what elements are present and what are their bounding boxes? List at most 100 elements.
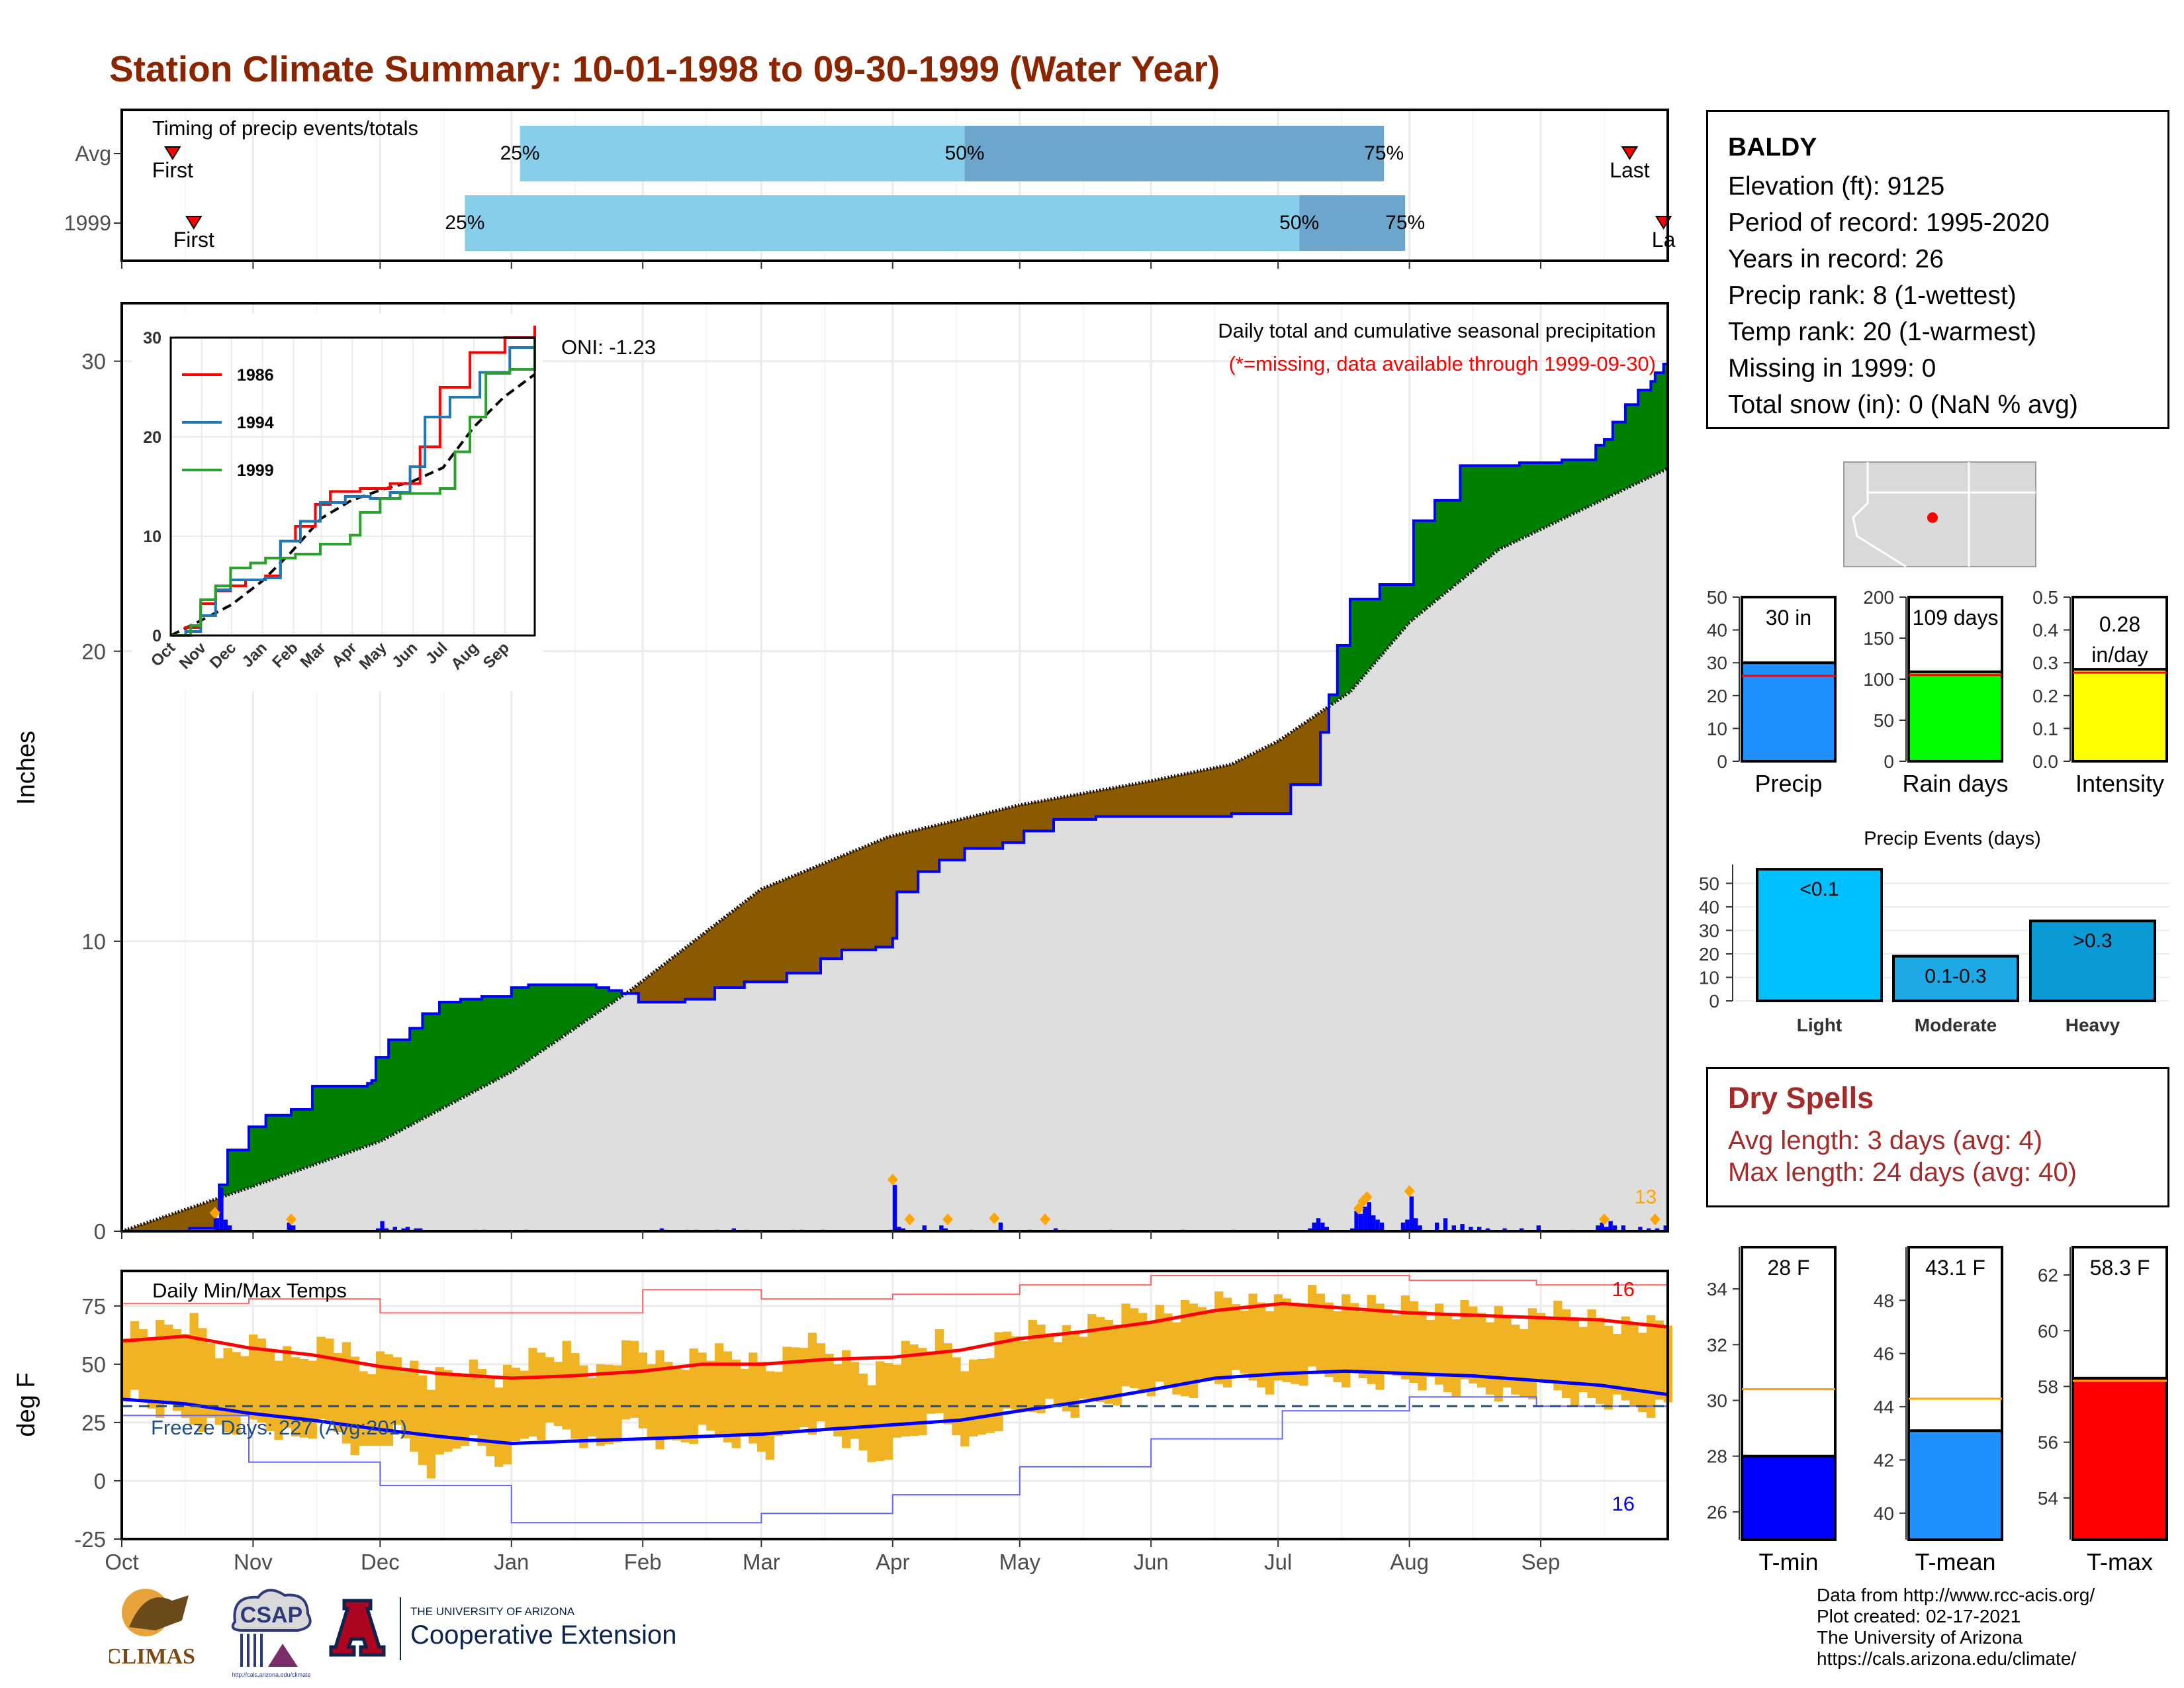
daily-temp-range-bar bbox=[1163, 1313, 1173, 1388]
daily-precip-bar bbox=[380, 1221, 385, 1231]
month-tick-label: Dec bbox=[361, 1550, 400, 1574]
station-snow: Total snow (in): 0 (NaN % avg) bbox=[1728, 391, 2078, 419]
daily-temp-range-bar bbox=[892, 1364, 902, 1438]
daily-temp-range-bar bbox=[392, 1357, 402, 1425]
events-y-tick-label: 50 bbox=[1699, 873, 1719, 894]
daily-temp-range-bar bbox=[461, 1376, 470, 1446]
below-average-fill bbox=[816, 865, 821, 974]
annual-y-tick-label: 40 bbox=[1707, 620, 1727, 641]
below-average-fill bbox=[1308, 719, 1312, 785]
below-average-fill bbox=[994, 810, 999, 849]
below-average-fill bbox=[1062, 796, 1067, 820]
above-average-fill bbox=[1426, 520, 1432, 607]
above-average-fill bbox=[392, 1039, 398, 1134]
above-average-fill bbox=[1612, 422, 1617, 494]
daily-precip-bar bbox=[1400, 1222, 1406, 1231]
daily-temp-range-bar bbox=[486, 1378, 495, 1456]
above-average-fill bbox=[355, 1086, 359, 1150]
above-average-fill bbox=[545, 984, 550, 1047]
above-average-fill bbox=[469, 999, 474, 1094]
below-average-fill bbox=[1104, 789, 1109, 817]
daily-temp-range-bar bbox=[1223, 1297, 1232, 1388]
daily-precip-bar bbox=[1375, 1219, 1380, 1231]
below-average-fill bbox=[1091, 791, 1097, 820]
daily-temp-range-bar bbox=[172, 1329, 182, 1411]
csap-logo-text: CSAP bbox=[240, 1603, 302, 1628]
above-average-fill bbox=[1494, 465, 1499, 552]
below-average-fill bbox=[1236, 761, 1241, 814]
daily-temp-range-bar bbox=[858, 1373, 868, 1451]
daily-temp-range-bar bbox=[825, 1354, 834, 1429]
event-bar-moderate bbox=[1892, 955, 2019, 1002]
above-average-fill bbox=[405, 1039, 410, 1127]
below-average-fill bbox=[897, 834, 902, 892]
daily-temp-range-bar bbox=[1342, 1294, 1351, 1388]
daily-temp-range-bar bbox=[164, 1325, 173, 1404]
daily-temp-range-bar bbox=[934, 1329, 944, 1413]
above-average-fill bbox=[244, 1150, 250, 1189]
daily-temp-range-bar bbox=[977, 1358, 987, 1435]
inset-y-tick-label: 20 bbox=[143, 428, 161, 447]
above-average-fill bbox=[1367, 598, 1372, 670]
below-average-fill bbox=[807, 868, 813, 974]
daily-precip-bar bbox=[1604, 1227, 1609, 1231]
first-event-label: First bbox=[152, 158, 193, 182]
events-y-tick-label: 30 bbox=[1699, 920, 1719, 941]
timing-bar-q50-q75 bbox=[964, 126, 1385, 181]
daily-temp-range-bar bbox=[927, 1351, 936, 1414]
daily-precip-bar bbox=[1443, 1218, 1448, 1231]
daily-temp-range-bar bbox=[1367, 1295, 1376, 1384]
above-average-fill bbox=[1600, 445, 1605, 500]
daily-precip-bar bbox=[1600, 1222, 1604, 1231]
daily-temp-range-bar bbox=[1443, 1313, 1453, 1393]
daily-temp-range-bar bbox=[181, 1334, 190, 1418]
daily-precip-bar bbox=[1502, 1228, 1507, 1231]
above-average-fill bbox=[308, 1109, 313, 1166]
above-average-fill bbox=[270, 1115, 275, 1180]
daily-temp-range-bar bbox=[842, 1350, 851, 1448]
below-average-fill bbox=[927, 827, 931, 872]
below-average-fill bbox=[825, 862, 830, 959]
below-average-fill bbox=[1189, 773, 1194, 817]
daily-precip-bar bbox=[291, 1225, 296, 1231]
below-average-fill bbox=[765, 886, 770, 982]
below-average-fill bbox=[1142, 782, 1148, 817]
above-average-fill bbox=[1430, 520, 1435, 604]
events-y-tick-label: 20 bbox=[1699, 944, 1719, 964]
above-average-fill bbox=[1400, 584, 1406, 630]
above-average-fill bbox=[1363, 598, 1368, 675]
daily-temp-range-bar bbox=[1578, 1327, 1588, 1393]
precip-y-axis-label: Inches bbox=[13, 731, 40, 805]
daily-precip-bar bbox=[376, 1228, 381, 1231]
daily-precip-bar bbox=[1371, 1215, 1376, 1231]
above-average-fill bbox=[1621, 422, 1626, 490]
above-average-fill bbox=[388, 1039, 394, 1136]
temps-panel-frame bbox=[120, 1270, 1669, 1540]
annual-y-tick-label: 0.5 bbox=[2032, 587, 2058, 608]
below-average-fill bbox=[952, 821, 957, 861]
below-average-fill bbox=[664, 962, 669, 1002]
above-average-fill bbox=[1638, 390, 1643, 482]
above-average-fill bbox=[1625, 404, 1630, 488]
annual-y-tick-label: 10 bbox=[1707, 718, 1727, 739]
above-average-fill bbox=[1447, 500, 1453, 590]
month-tick-label: Feb bbox=[624, 1550, 662, 1574]
daily-temp-range-bar bbox=[579, 1365, 588, 1448]
above-average-fill bbox=[1541, 462, 1545, 529]
events-chart-title: Precip Events (days) bbox=[1864, 828, 2041, 849]
daily-temp-range-bar bbox=[1375, 1303, 1385, 1390]
daily-precip-bar bbox=[922, 1225, 927, 1231]
daily-temp-range-bar bbox=[969, 1359, 978, 1437]
temp-y-tick-label: 0 bbox=[94, 1469, 106, 1493]
daily-temp-range-bar bbox=[122, 1338, 131, 1402]
daily-temp-range-bar bbox=[410, 1360, 419, 1452]
daily-temp-range-bar bbox=[807, 1333, 817, 1435]
daily-precip-bar bbox=[214, 1218, 220, 1231]
above-average-fill bbox=[418, 1028, 423, 1120]
daily-precip-bar bbox=[219, 1188, 224, 1231]
daily-temp-range-bar bbox=[1655, 1320, 1664, 1400]
timing-pct-label: 50% bbox=[945, 142, 985, 164]
daily-precip-bar bbox=[1469, 1227, 1473, 1231]
above-average-fill bbox=[520, 987, 525, 1065]
above-average-fill bbox=[435, 1013, 440, 1111]
